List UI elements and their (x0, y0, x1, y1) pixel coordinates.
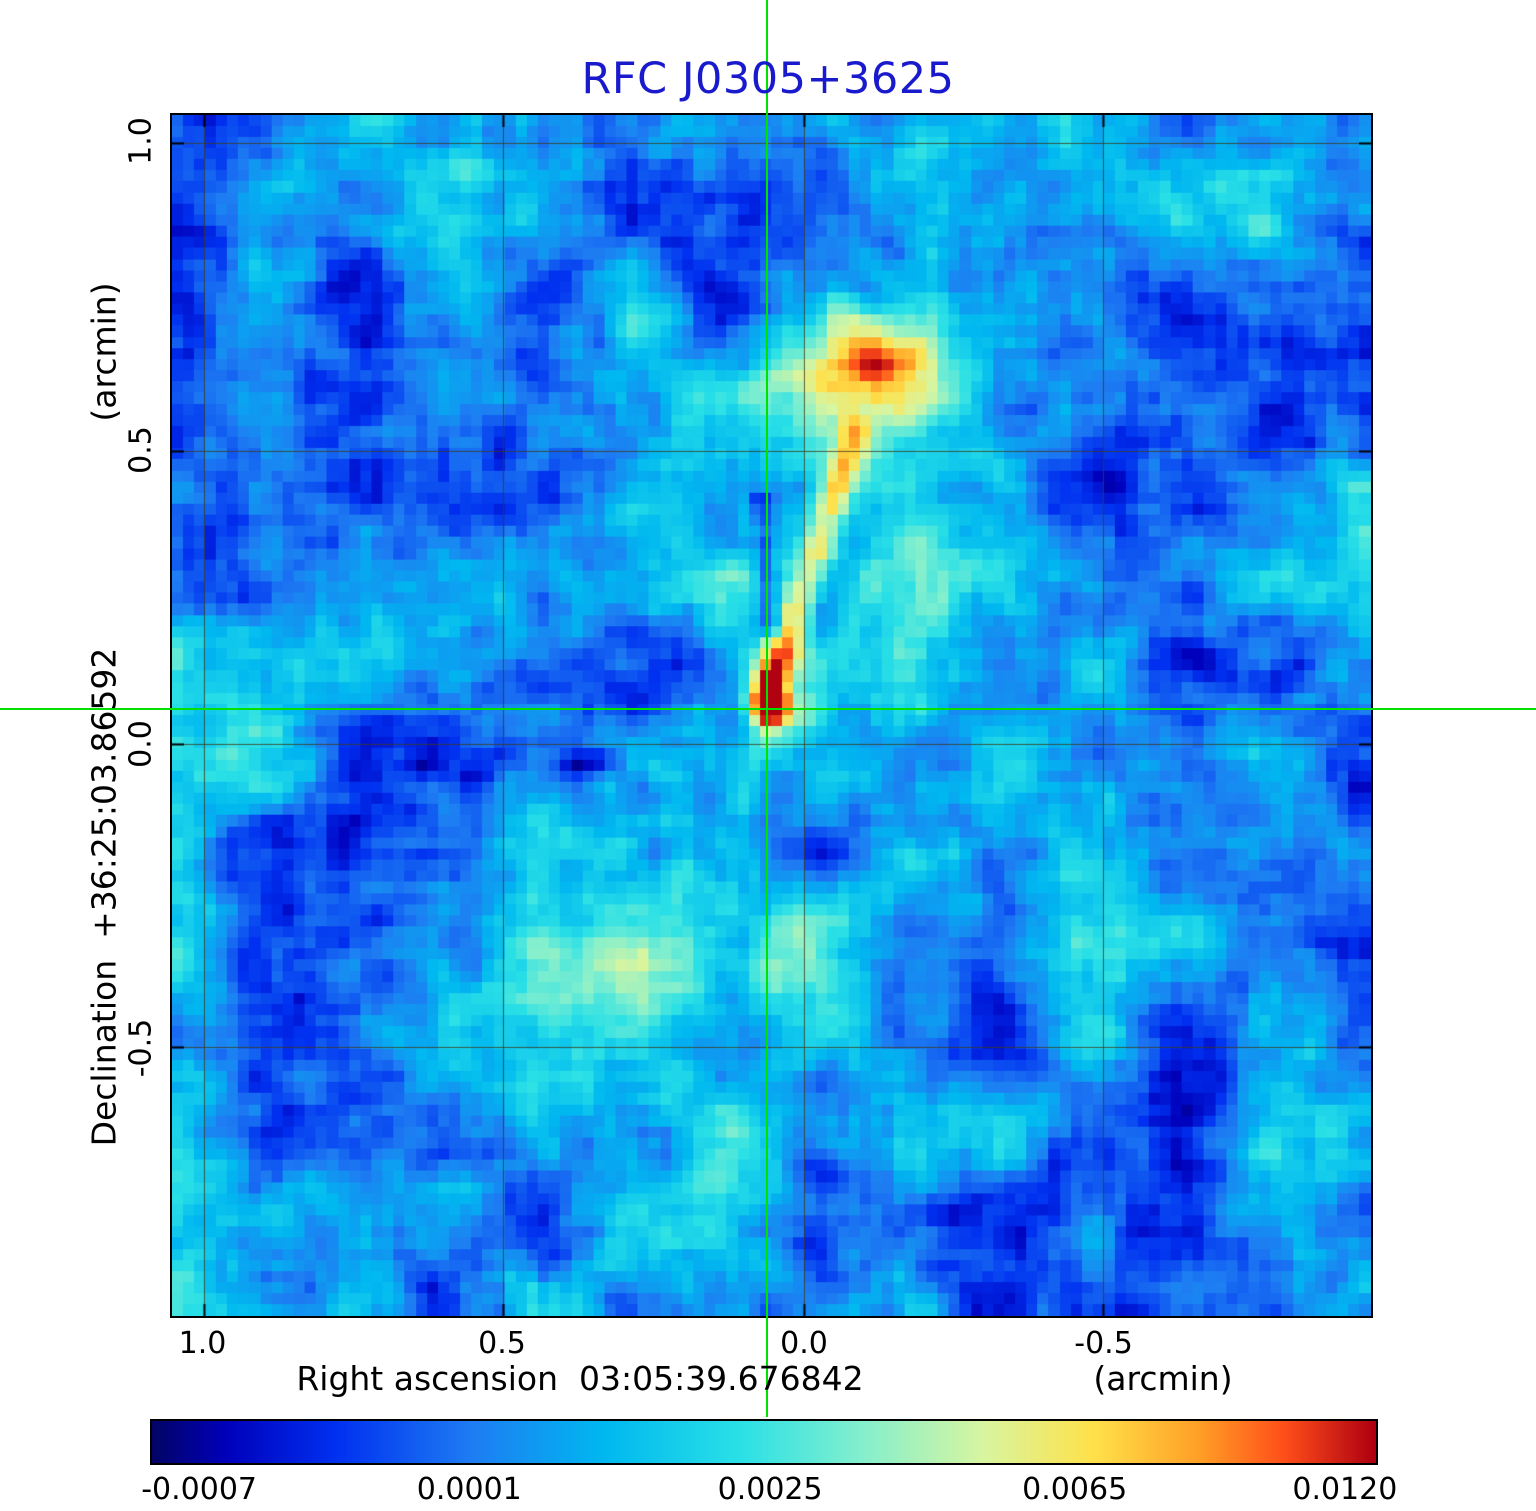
x-tick-label-2: 0.5 (478, 1326, 526, 1361)
colorbar-gradient (152, 1421, 1376, 1463)
x-tick-label-4: -0.5 (1074, 1326, 1133, 1361)
y-tick-label-2: 0.5 (123, 426, 159, 475)
y-tick-label-1: 1.0 (123, 116, 159, 165)
y-tick-label-3: 0.0 (123, 720, 159, 769)
colorbar (150, 1419, 1378, 1465)
crosshair-horizontal-line (0, 708, 1536, 711)
x-axis-unit-label: (arcmin) (1093, 1359, 1233, 1398)
figure-title: RFC J0305+3625 (581, 54, 955, 104)
colorbar-tick-label-1: -0.0007 (141, 1472, 258, 1507)
sky-map-panel (170, 113, 1373, 1318)
x-tick-label-1: 1.0 (178, 1326, 227, 1361)
colorbar-tick-label-2: 0.0001 (416, 1472, 522, 1507)
y-axis-unit-label: (arcmin) (84, 282, 124, 422)
x-tick-label-3: 0.0 (780, 1326, 828, 1361)
colorbar-tick-label-5: 0.0120 (1292, 1472, 1398, 1507)
y-tick-label-4: -0.5 (123, 1018, 159, 1078)
sky-image (172, 115, 1371, 1316)
x-axis-title: Right ascension 03:05:39.676842 (296, 1359, 864, 1398)
colorbar-tick-label-4: 0.0065 (1022, 1472, 1128, 1507)
colorbar-tick-label-3: 0.0025 (717, 1472, 823, 1507)
y-axis-title: Declination +36:25:03.86592 (84, 647, 124, 1147)
